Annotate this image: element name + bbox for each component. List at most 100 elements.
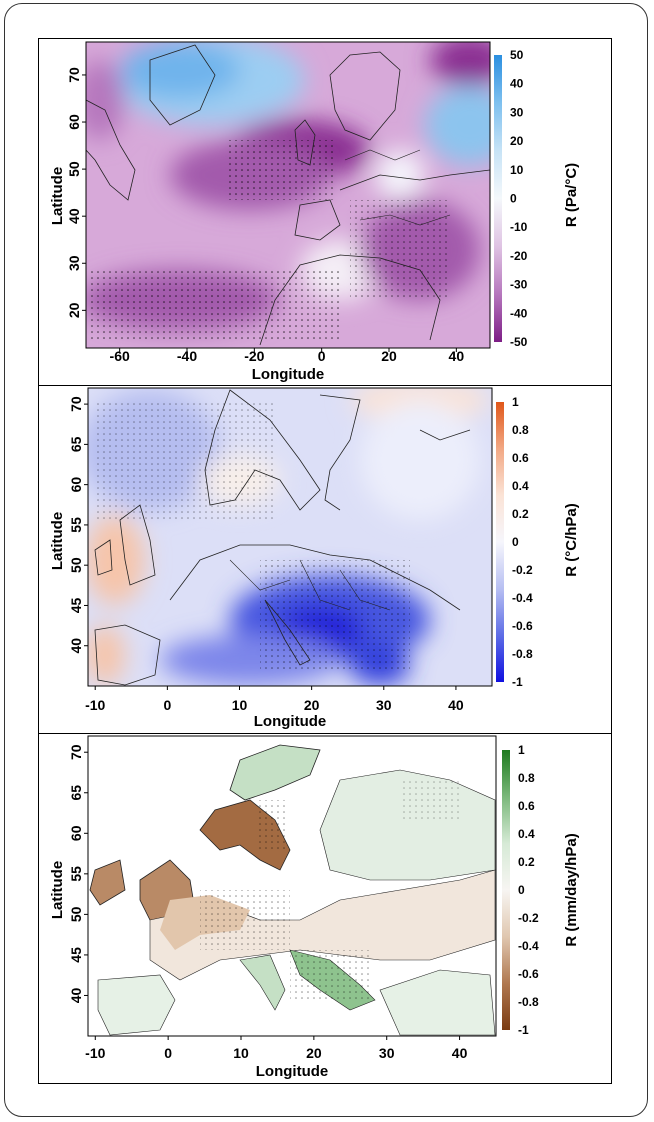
y-tick-label: 45	[68, 597, 84, 613]
colorbar-gradient	[494, 55, 502, 342]
figure	[38, 38, 612, 1084]
panel-divider	[39, 733, 611, 734]
colorbar-tick-label: 40	[510, 77, 524, 91]
page-frame	[4, 3, 648, 1117]
colorbar-tick-label: 0.8	[518, 771, 535, 785]
colorbar-tick-label: 0	[510, 192, 517, 206]
y-tick-label: 65	[68, 785, 84, 801]
y-tick-label: 45	[68, 947, 84, 963]
colorbar-tick-label: -0.6	[518, 967, 539, 981]
colorbar-tick-label: -0.4	[512, 591, 533, 605]
panel-3-plot-frame	[87, 735, 497, 1037]
panel-3-colorbar: 1 0.8 0.6 0.4 0.2 0 -0.2 -0.4 -0.6 -0.8 -1	[502, 743, 539, 1037]
x-tick-label: 0	[163, 697, 171, 713]
colorbar-tick-label: -0.8	[518, 995, 539, 1009]
colorbar-gradient	[496, 402, 504, 682]
colorbar-tick-label: 10	[510, 163, 524, 177]
x-tick-label: 20	[306, 1045, 322, 1061]
panel-2-map	[88, 388, 492, 686]
panel-1-x-ticks: -60 -40 -20 0 20 40	[110, 348, 465, 364]
colorbar-tick-label: 0.8	[512, 423, 529, 437]
colorbar-tick-label: 0.4	[518, 827, 535, 841]
x-tick-label: 30	[379, 1045, 395, 1061]
y-tick-label: 70	[68, 396, 84, 412]
colorbar-tick-label: -1	[512, 675, 523, 689]
colorbar-tick-label: -40	[510, 306, 528, 320]
colorbar-tick-label: -0.8	[512, 647, 533, 661]
panel-2-colorbar-label: R (°C/hPa)	[563, 503, 580, 577]
x-tick-label: -60	[110, 348, 130, 364]
colorbar-tick-label: 1	[512, 395, 519, 409]
y-tick-label: 55	[68, 517, 84, 533]
colorbar-tick-label: -50	[510, 335, 528, 349]
panel-3-x-axis-label: Longitude	[256, 1063, 328, 1080]
colorbar-tick-label: 0	[512, 535, 519, 549]
panel-3-colorbar-label: R (mm/day/hPa)	[563, 833, 580, 946]
panel-1-plot-frame	[85, 41, 491, 349]
panel-1-y-axis-label: Latitude	[49, 167, 66, 225]
panel-1-colorbar-label: R (Pa/°C)	[563, 163, 580, 227]
y-tick-label: 40	[66, 208, 82, 224]
panel-1-y-ticks: 20 30 40 50 60 70	[66, 67, 86, 318]
colorbar-tick-label: -0.4	[518, 939, 539, 953]
colorbar-tick-label: 0.2	[518, 855, 535, 869]
x-tick-label: 30	[376, 697, 392, 713]
y-tick-label: 40	[68, 638, 84, 654]
y-tick-label: 60	[66, 114, 82, 130]
panel-3-y-axis-label: Latitude	[49, 861, 66, 919]
panel-2-colorbar: 1 0.8 0.6 0.4 0.2 0 -0.2 -0.4 -0.6 -0.8 -1	[496, 395, 533, 689]
y-tick-label: 70	[66, 67, 82, 83]
panel-3-y-ticks: 40 45 50 55 60 65 70	[68, 744, 88, 1003]
y-tick-label: 50	[68, 906, 84, 922]
colorbar-tick-label: -30	[510, 278, 528, 292]
colorbar-tick-label: -0.6	[512, 619, 533, 633]
x-tick-label: -40	[177, 348, 197, 364]
colorbar-tick-label: 0.2	[512, 507, 529, 521]
colorbar-tick-label: 20	[510, 134, 524, 148]
x-tick-label: 10	[232, 697, 248, 713]
panel-1-x-axis-label: Longitude	[252, 366, 324, 383]
y-tick-label: 40	[68, 987, 84, 1003]
x-tick-label: 0	[318, 348, 326, 364]
colorbar-tick-label: -0.2	[518, 911, 539, 925]
panel-2-x-ticks: -10 0 10 20 30 40	[85, 686, 464, 713]
y-tick-label: 60	[68, 825, 84, 841]
y-tick-label: 30	[66, 255, 82, 271]
x-tick-label: 0	[164, 1045, 172, 1061]
x-tick-label: 40	[452, 1045, 468, 1061]
x-tick-label: 20	[304, 697, 320, 713]
colorbar-tick-label: 50	[510, 48, 524, 62]
colorbar-tick-label: 0.4	[512, 479, 529, 493]
colorbar-tick-label: -1	[518, 1023, 529, 1037]
x-tick-label: -10	[85, 697, 105, 713]
colorbar-tick-label: 0.6	[518, 799, 535, 813]
colorbar-tick-label: -20	[510, 249, 528, 263]
y-tick-label: 65	[68, 436, 84, 452]
x-tick-label: -20	[244, 348, 264, 364]
panel-divider	[39, 385, 611, 386]
y-tick-label: 70	[68, 744, 84, 760]
y-tick-label: 50	[68, 557, 84, 573]
panel-2-y-axis-label: Latitude	[49, 512, 66, 570]
colorbar-tick-label: 30	[510, 105, 524, 119]
panel-1-map	[86, 42, 490, 348]
x-tick-label: 10	[233, 1045, 249, 1061]
x-tick-label: 40	[448, 697, 464, 713]
colorbar-tick-label: 1	[518, 743, 525, 757]
panel-3-map	[88, 736, 496, 1036]
x-tick-label: 40	[449, 348, 465, 364]
x-tick-label: -10	[85, 1045, 105, 1061]
y-tick-label: 20	[66, 302, 82, 318]
colorbar-tick-label: 0	[518, 883, 525, 897]
colorbar-gradient	[502, 750, 510, 1030]
colorbar-tick-label: -10	[510, 220, 528, 234]
x-tick-label: 20	[381, 348, 397, 364]
y-tick-label: 50	[66, 161, 82, 177]
panel-1-colorbar: 50 40 30 20 10 0 -10 -20 -30 -40 -50	[494, 48, 528, 349]
colorbar-tick-label: 0.6	[512, 451, 529, 465]
panel-3-x-ticks: -10 0 10 20 30 40	[85, 1036, 468, 1061]
panel-2-plot-frame	[87, 387, 493, 687]
panel-2-x-axis-label: Longitude	[254, 713, 326, 730]
y-tick-label: 60	[68, 477, 84, 493]
